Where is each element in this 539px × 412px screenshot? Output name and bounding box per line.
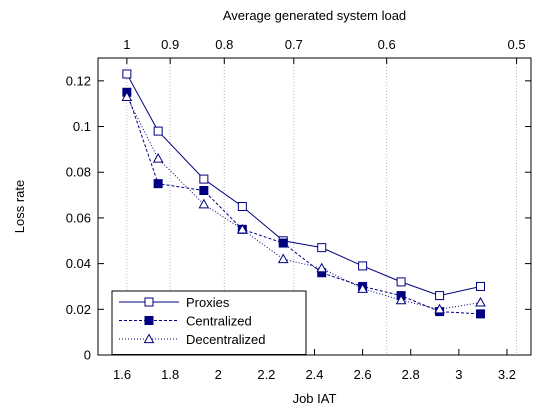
legend: Proxies Centralized Decentralized [111, 290, 307, 355]
legend-marker [144, 297, 154, 307]
x-axis-tick-label: 2.8 [402, 367, 420, 382]
x-axis-tick-label: 3.2 [498, 367, 516, 382]
y-axis-tick-label: 0.12 [66, 73, 91, 88]
x-axis-tick-label: 2.2 [257, 367, 275, 382]
top-axis-tick-label: 0.8 [215, 37, 233, 52]
legend-marker [143, 333, 155, 344]
data-point-decentralized [395, 294, 407, 305]
data-point-decentralized [121, 91, 133, 101]
series-line-proxies [126, 73, 481, 297]
x-axis-tick-label: 3 [455, 367, 462, 382]
data-point-decentralized [434, 303, 445, 314]
legend-label: Centralized [186, 314, 252, 329]
data-point-decentralized [236, 223, 248, 234]
data-point-decentralized [316, 262, 328, 273]
y-axis-tick-label: 0.1 [73, 119, 91, 134]
series-line-decentralized [126, 96, 481, 310]
x-axis-title: Job IAT [293, 391, 337, 406]
top-axis-tick-label: 0.5 [508, 37, 526, 52]
legend-marker [144, 316, 154, 325]
top-axis-title: Average generated system load [223, 8, 406, 23]
legend-entry: Proxies [119, 295, 230, 310]
data-point-proxies [396, 277, 406, 287]
series-proxies [122, 69, 485, 301]
data-point-centralized [475, 309, 485, 319]
top-axis-tick-label: 0.9 [161, 37, 179, 52]
data-point-centralized [199, 186, 209, 196]
y-axis-tick-label: 0 [84, 348, 91, 363]
y-axis-tick-label: 0.04 [66, 256, 91, 271]
series-group [121, 69, 486, 319]
series-line-centralized [126, 92, 481, 315]
x-axis-tick-label: 2.6 [354, 367, 372, 382]
x-axis-tick-label: 2 [215, 367, 222, 382]
data-point-proxies [475, 281, 485, 291]
data-point-decentralized [277, 253, 289, 264]
series-decentralized [121, 91, 486, 314]
data-point-decentralized [198, 198, 210, 209]
legend-entry: Centralized [119, 314, 252, 329]
top-axis-tick-label: 0.6 [378, 37, 396, 52]
y-axis-title: Loss rate [12, 180, 27, 233]
legend-entry: Decentralized [119, 332, 266, 347]
data-point-decentralized [357, 283, 368, 293]
top-axis-tick-label: 1 [123, 37, 130, 52]
data-point-proxies [199, 174, 209, 184]
data-point-decentralized [152, 152, 164, 163]
data-point-centralized [153, 179, 163, 189]
data-point-proxies [435, 291, 445, 301]
x-axis-tick-label: 1.6 [113, 367, 131, 382]
data-point-proxies [237, 202, 247, 211]
data-point-centralized [278, 238, 288, 248]
legend-label: Proxies [186, 295, 230, 310]
data-point-proxies [153, 126, 163, 136]
y-axis-tick-label: 0.06 [66, 210, 91, 225]
legend-entries: Proxies Centralized Decentralized [119, 295, 266, 347]
data-point-proxies [122, 69, 132, 79]
legend-label: Decentralized [186, 332, 266, 347]
data-point-decentralized [475, 296, 486, 307]
y-axis-tick-label: 0.08 [66, 165, 91, 180]
top-axis-tick-label: 0.7 [285, 37, 303, 52]
axis-ticks: 1 0.9 0.8 0.7 0.6 0.5 1.6 1.8 2 2.2 2.4 2.6 2.8 3 3.2 0… [66, 37, 531, 382]
data-point-proxies [358, 261, 368, 271]
x-axis-tick-label: 2.4 [305, 367, 323, 382]
x-axis-tick-label: 1.8 [161, 367, 179, 382]
series-centralized [122, 87, 485, 319]
data-point-proxies [317, 243, 327, 253]
y-axis-tick-label: 0.02 [66, 302, 91, 317]
